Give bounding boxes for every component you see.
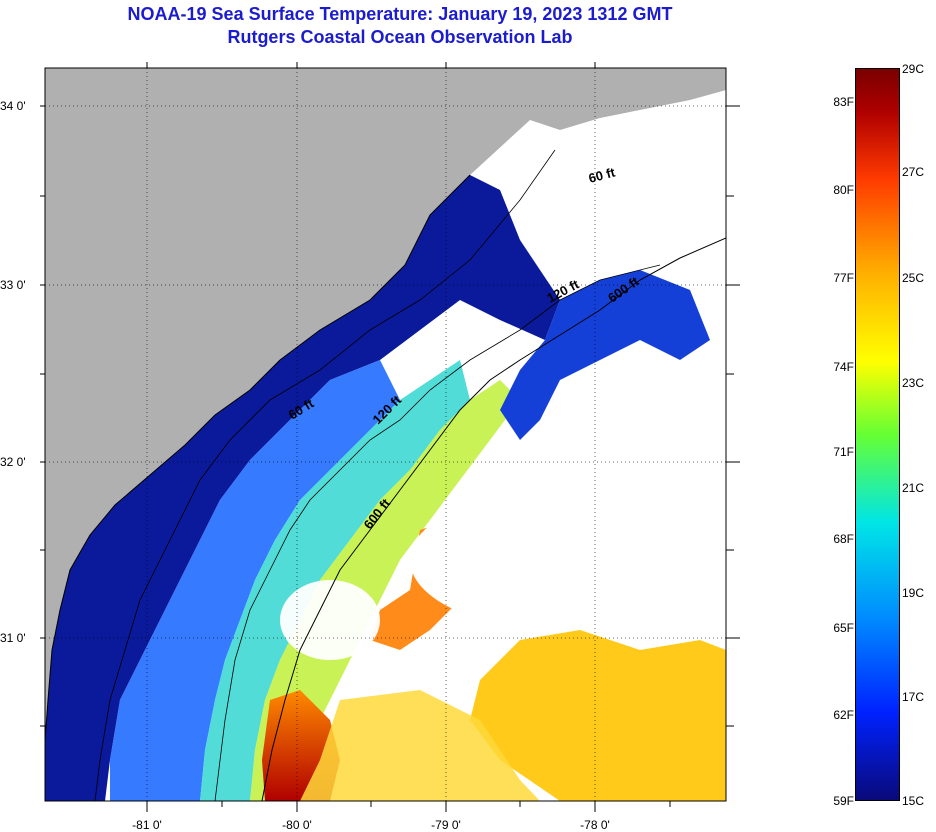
lat-label-31: 31 0' [0, 631, 26, 645]
mild-water [200, 360, 470, 801]
lat-label-32: 32 0' [0, 455, 26, 469]
colorbar-label-f: 62F [833, 708, 854, 722]
cloud-patch [410, 490, 710, 630]
map-frame [44, 67, 727, 802]
colorbar-label-c: 15C [902, 794, 925, 808]
temperature-colorbar [855, 68, 900, 801]
offshore-warm-south [300, 690, 540, 801]
cold-shelf-water [45, 175, 560, 801]
colorbar-label-f: 59F [833, 794, 854, 808]
lon-label-80: -80 0' [282, 818, 312, 832]
lat-label-33: 33 0' [0, 278, 26, 292]
colorbar-label-c: 25C [902, 271, 925, 285]
lon-label-79: -79 0' [431, 818, 461, 832]
offshore-warm-east [470, 630, 726, 801]
tick-marks [40, 62, 740, 812]
cloud-patch [550, 390, 726, 490]
land-area [45, 68, 726, 801]
graticule [45, 68, 726, 801]
colorbar-label-f: 71F [833, 445, 854, 459]
colorbar-label-f: 80F [833, 183, 854, 197]
contour-120ft [214, 264, 661, 801]
contour-label: 60 ft [587, 164, 617, 186]
offshore-cold-patch [500, 270, 710, 440]
map-subtitle: Rutgers Coastal Ocean Observation Lab [227, 27, 573, 47]
lat-label-34: 34 0' [0, 99, 26, 113]
shelf-edge-water [250, 380, 520, 801]
cloud-patch [540, 150, 660, 250]
map-title: NOAA-19 Sea Surface Temperature: January… [127, 4, 673, 24]
colorbar-label-f: 65F [833, 621, 854, 635]
coastline [45, 174, 471, 741]
colorbar-label-c: 21C [902, 481, 925, 495]
colorbar-label-f: 74F [833, 360, 854, 374]
lon-label-81: -81 0' [132, 818, 162, 832]
lon-label-78: -78 0' [580, 818, 610, 832]
contour-600ft [261, 237, 726, 801]
colorbar-label-f: 68F [833, 532, 854, 546]
contour-60ft [94, 149, 556, 801]
colorbar-label-c: 19C [902, 586, 925, 600]
cool-water [110, 360, 400, 801]
colorbar-label-c: 29C [902, 62, 925, 76]
colorbar-label-c: 23C [902, 376, 925, 390]
colorbar-label-c: 27C [902, 165, 925, 179]
colorbar-label-f: 83F [833, 95, 854, 109]
colorbar-label-c: 17C [902, 690, 925, 704]
colorbar-label-f: 77F [833, 271, 854, 285]
cloud-patch [280, 580, 380, 660]
